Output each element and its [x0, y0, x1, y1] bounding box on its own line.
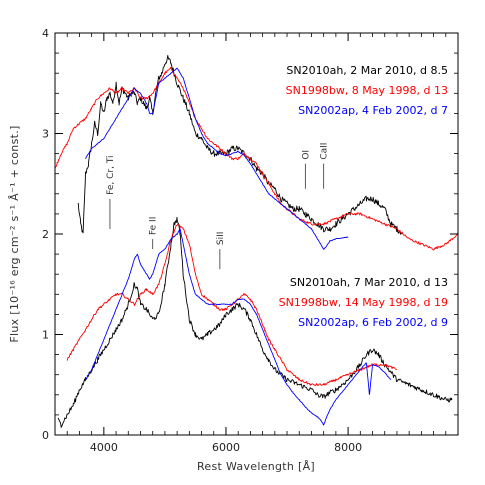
ticks-layer: 4000 6000 8000 0 1 2 3 4 — [42, 27, 459, 454]
y-tick-label-1: 1 — [42, 329, 49, 342]
y-axis-label: Flux [10⁻¹⁶ erg cm⁻² s⁻¹ Å⁻¹ + const.] — [8, 125, 21, 342]
series-line-sn2010ah-2-mar-2010-d-8-5 — [77, 55, 404, 235]
series-layer — [55, 55, 458, 428]
legend-entry-sn2010ah-2-mar-2010-d-8-5: SN2010ah, 2 Mar 2010, d 8.5 — [286, 64, 448, 77]
legend-entry-sn2002ap-6-feb-2002-d-9: SN2002ap, 6 Feb 2002, d 9 — [298, 316, 448, 329]
line-label-oi: OI — [301, 150, 311, 160]
y-tick-label-3: 3 — [42, 128, 49, 141]
x-tick-label-4000: 4000 — [90, 441, 118, 454]
series-line-sn2002ap-6-feb-2002-d-9 — [85, 228, 392, 426]
legend-entry-sn1998bw-8-may-1998-d-13: SN1998bw, 8 May 1998, d 13 — [286, 84, 448, 97]
x-tick-label-8000: 8000 — [334, 441, 362, 454]
x-axis-label: Rest Wavelength [Å] — [197, 460, 315, 473]
series-line-sn2002ap-4-feb-2002-d-7 — [85, 67, 349, 250]
line-label-caii: CaII — [320, 143, 330, 160]
y-tick-label-0: 0 — [42, 429, 49, 442]
y-tick-label-2: 2 — [42, 228, 49, 241]
line-label-fe-ii: Fe II — [149, 217, 159, 235]
y-tick-label-4: 4 — [42, 27, 49, 40]
series-line-sn1998bw-14-may-1998-d-19 — [66, 223, 398, 387]
legend-entry-sn2002ap-4-feb-2002-d-7: SN2002ap, 4 Feb 2002, d 7 — [298, 104, 448, 117]
series-line-sn1998bw-8-may-1998-d-13 — [55, 66, 458, 251]
legend-entry-sn2010ah-7-mar-2010-d-13: SN2010ah, 7 Mar 2010, d 13 — [290, 276, 448, 289]
line-label-fe-cr-ti: Fe, Cr, Ti — [106, 155, 116, 194]
line-labels-layer: Fe, Cr, Ti Fe II SiII OI CaII — [106, 143, 330, 270]
legend-layer: SN2010ah, 2 Mar 2010, d 8.5 SN1998bw, 8 M… — [279, 64, 448, 329]
line-label-siii: SiII — [216, 232, 226, 246]
x-tick-label-6000: 6000 — [212, 441, 240, 454]
legend-entry-sn1998bw-14-may-1998-d-19: SN1998bw, 14 May 1998, d 19 — [279, 296, 448, 309]
